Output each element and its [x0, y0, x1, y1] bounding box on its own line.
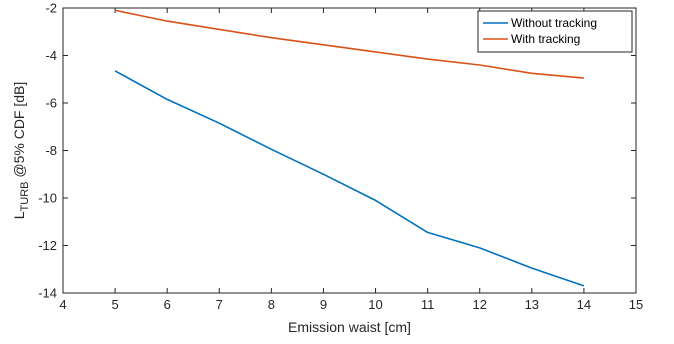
y-axis-label-main: L	[11, 211, 27, 219]
series-line-with-tracking	[114, 9, 584, 79]
y-axis-label-subscript: TURB	[19, 182, 31, 212]
y-tick-label: -2	[45, 1, 57, 16]
x-tick-label: 13	[525, 297, 539, 312]
x-tick-label: 12	[472, 297, 486, 312]
y-tick-label: -8	[45, 143, 57, 158]
legend-entry-without-tracking: Without tracking	[511, 16, 597, 30]
x-tick-label: 15	[629, 297, 643, 312]
legend: Without tracking With tracking	[477, 10, 633, 53]
x-tick-label: 9	[320, 297, 327, 312]
series-line-without-tracking	[114, 70, 585, 287]
x-tick-label: 14	[577, 297, 591, 312]
y-axis-ticks: -14 -12 -10 -8 -6 -4 -2	[38, 1, 636, 301]
x-axis-label: Emission waist [cm]	[288, 319, 411, 335]
series-layer	[114, 9, 585, 287]
legend-entry-with-tracking: With tracking	[511, 32, 580, 46]
y-tick-label: -6	[45, 96, 57, 111]
y-tick-label: -4	[45, 48, 57, 63]
legend-box	[477, 10, 633, 53]
x-tick-label: 4	[59, 297, 66, 312]
y-tick-label: -10	[38, 191, 57, 206]
x-tick-label: 6	[164, 297, 171, 312]
x-tick-label: 8	[268, 297, 275, 312]
y-tick-label: -14	[38, 286, 57, 301]
x-axis-ticks: 4 5 6 7 8 9 10 11 12 13 14 15	[59, 8, 643, 312]
x-tick-label: 7	[216, 297, 223, 312]
y-tick-label: -12	[38, 238, 57, 253]
y-axis-label-rest: @5% CDF [dB]	[11, 82, 27, 182]
x-tick-label: 10	[368, 297, 382, 312]
y-axis-label: LTURB @5% CDF [dB]	[11, 82, 31, 220]
x-tick-label: 5	[111, 297, 118, 312]
x-tick-label: 11	[421, 297, 435, 312]
